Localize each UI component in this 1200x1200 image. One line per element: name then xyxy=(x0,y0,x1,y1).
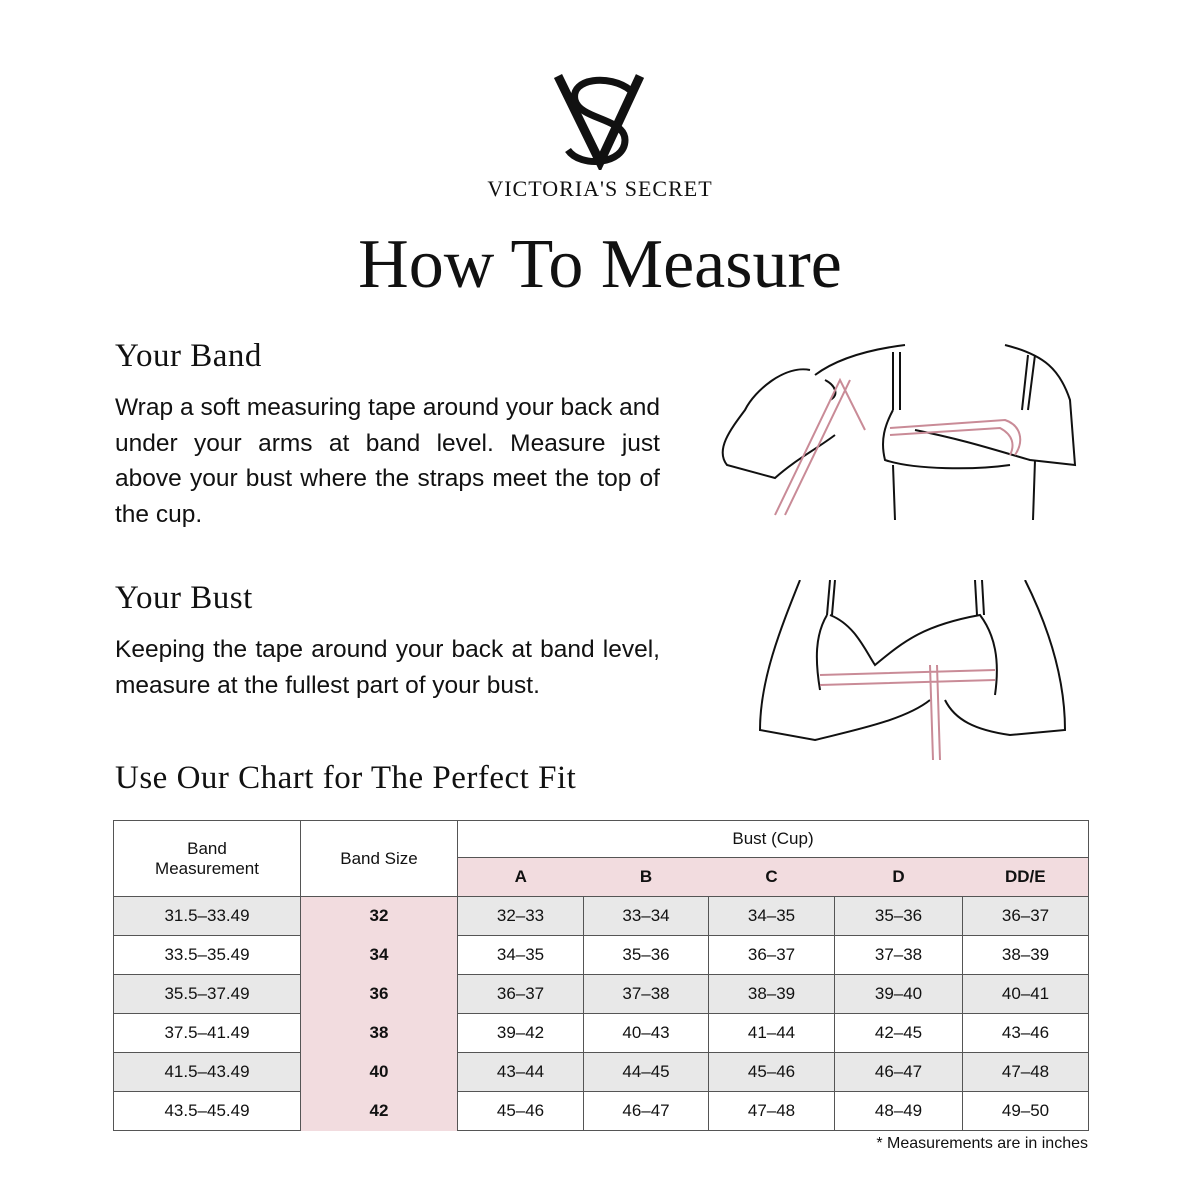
band-measurement-cell: 43.5–45.49 xyxy=(113,1091,301,1131)
bust-range-cell: 44–45 xyxy=(583,1052,709,1092)
header-cup-c: C xyxy=(708,857,835,897)
bust-range-cell: 35–36 xyxy=(583,935,709,975)
bust-range-cell: 43–44 xyxy=(457,1052,584,1092)
band-instructions: Wrap a soft measuring tape around your b… xyxy=(115,394,660,528)
band-size-cell: 34 xyxy=(300,935,458,975)
bust-range-cell: 36–37 xyxy=(457,974,584,1014)
bust-range-cell: 46–47 xyxy=(834,1052,963,1092)
vs-monogram-logo xyxy=(553,74,645,170)
header-band-size: Band Size xyxy=(300,820,458,897)
bust-range-cell: 36–37 xyxy=(962,896,1089,936)
header-cup-d: D xyxy=(834,857,963,897)
band-measurement-cell: 31.5–33.49 xyxy=(113,896,301,936)
bust-range-cell: 48–49 xyxy=(834,1091,963,1131)
table-row: 37.5–41.49 38 39–42 40–43 41–44 42–45 43–46 xyxy=(113,1013,1089,1053)
bust-range-cell: 36–37 xyxy=(708,935,835,975)
bust-measure-illustration xyxy=(758,580,1067,760)
table-row: 35.5–37.49 36 36–37 37–38 38–39 39–40 40–41 xyxy=(113,974,1089,1014)
table-row: 43.5–45.49 42 45–46 46–47 47–48 48–49 49–50 xyxy=(113,1091,1089,1131)
bust-range-cell: 40–41 xyxy=(962,974,1089,1014)
band-measurement-cell: 35.5–37.49 xyxy=(113,974,301,1014)
header-cup-a: A xyxy=(457,857,584,897)
bust-range-cell: 34–35 xyxy=(457,935,584,975)
band-size-cell: 38 xyxy=(300,1013,458,1053)
header-cup-b: B xyxy=(583,857,709,897)
bust-range-cell: 38–39 xyxy=(708,974,835,1014)
band-measurement-cell: 41.5–43.49 xyxy=(113,1052,301,1092)
header-band-measurement: Band Measurement xyxy=(113,820,301,897)
bust-heading: Your Bust xyxy=(115,580,253,616)
bust-range-cell: 47–48 xyxy=(962,1052,1089,1092)
bust-range-cell: 34–35 xyxy=(708,896,835,936)
band-measurement-cell: 33.5–35.49 xyxy=(113,935,301,975)
bust-range-cell: 45–46 xyxy=(708,1052,835,1092)
bust-range-cell: 37–38 xyxy=(834,935,963,975)
bust-range-cell: 37–38 xyxy=(583,974,709,1014)
band-size-cell: 40 xyxy=(300,1052,458,1092)
page-title: How To Measure xyxy=(358,226,842,303)
bust-range-cell: 43–46 xyxy=(962,1013,1089,1053)
band-size-cell: 42 xyxy=(300,1091,458,1131)
bust-range-cell: 35–36 xyxy=(834,896,963,936)
header-cup-dde: DD/E xyxy=(962,857,1089,897)
table-row: 33.5–35.49 34 34–35 35–36 36–37 37–38 38–39 xyxy=(113,935,1089,975)
bust-range-cell: 40–43 xyxy=(583,1013,709,1053)
bust-range-cell: 49–50 xyxy=(962,1091,1089,1131)
bust-range-cell: 42–45 xyxy=(834,1013,963,1053)
bust-range-cell: 33–34 xyxy=(583,896,709,936)
band-size-cell: 36 xyxy=(300,974,458,1014)
bust-range-cell: 32–33 xyxy=(457,896,584,936)
size-chart-table: Band Measurement Band Size Bust (Cup) A … xyxy=(113,820,1089,1131)
chart-heading: Use Our Chart for The Perfect Fit xyxy=(115,760,577,796)
band-measurement-cell: 37.5–41.49 xyxy=(113,1013,301,1053)
header-bust-cup: Bust (Cup) xyxy=(457,820,1089,858)
bust-range-cell: 39–42 xyxy=(457,1013,584,1053)
measurement-note: * Measurements are in inches xyxy=(876,1135,1088,1152)
bust-range-cell: 41–44 xyxy=(708,1013,835,1053)
table-row: 41.5–43.49 40 43–44 44–45 45–46 46–47 47–48 xyxy=(113,1052,1089,1092)
bust-instructions: Keeping the tape around your back at ban… xyxy=(115,636,660,699)
bust-range-cell: 45–46 xyxy=(457,1091,584,1131)
band-heading: Your Band xyxy=(115,338,262,374)
band-measure-illustration xyxy=(721,344,1077,520)
table-row: 31.5–33.49 32 32–33 33–34 34–35 35–36 36–37 xyxy=(113,896,1089,936)
band-size-cell: 32 xyxy=(300,896,458,936)
brand-name: VICTORIA'S SECRET xyxy=(487,176,713,201)
bust-range-cell: 39–40 xyxy=(834,974,963,1014)
bust-range-cell: 46–47 xyxy=(583,1091,709,1131)
bust-range-cell: 38–39 xyxy=(962,935,1089,975)
bust-range-cell: 47–48 xyxy=(708,1091,835,1131)
